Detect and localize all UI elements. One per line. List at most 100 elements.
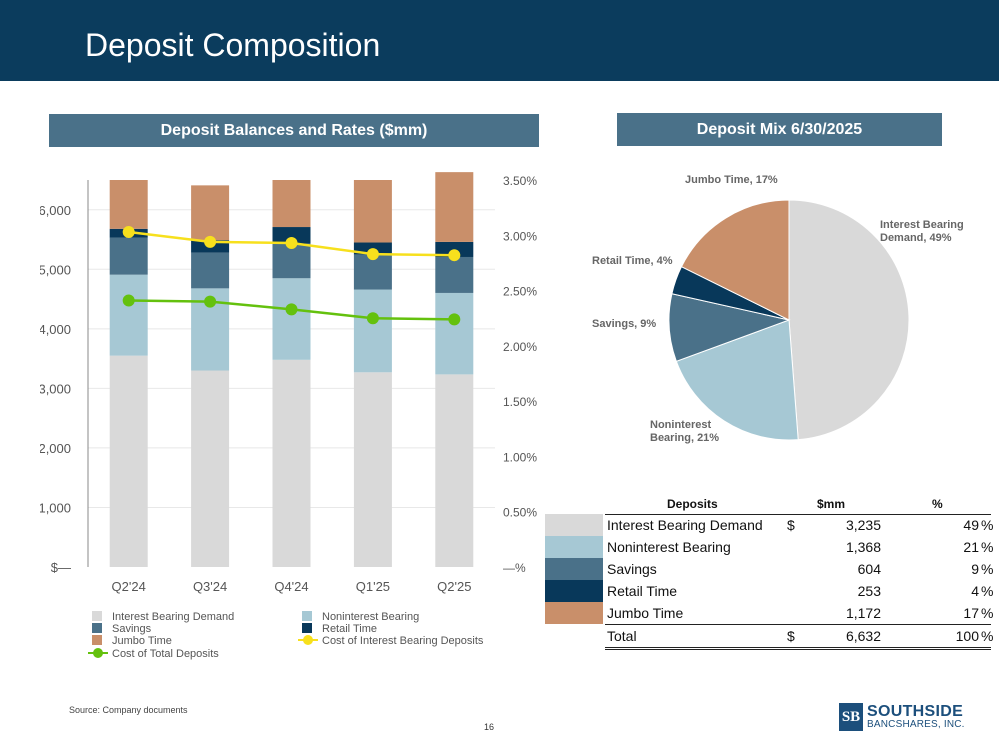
legend-item: Noninterest Bearing [302, 611, 419, 623]
row-value: 3,235 [845, 517, 881, 533]
row-percent-sign: % [981, 583, 994, 599]
point-cost_ib [285, 237, 298, 250]
row-percent-sign: % [981, 605, 994, 621]
bar-jumbo_time [272, 180, 311, 228]
legend-item: Savings [92, 623, 152, 635]
point-cost_ib [204, 235, 217, 248]
y-left-tick-label: $3,000 [40, 381, 71, 396]
legend-swatch [302, 623, 312, 633]
legend-label: Interest Bearing Demand [112, 611, 234, 623]
bar-savings [353, 254, 392, 290]
legend-item: Retail Time [302, 623, 377, 635]
total-label: Total [607, 628, 637, 644]
row-value: 1,368 [845, 539, 881, 555]
row-percent: 49 [963, 517, 979, 533]
row-value: 604 [857, 561, 881, 577]
point-cost_total [204, 295, 217, 308]
pie-label: Jumbo Time, 17% [685, 174, 778, 186]
source-note: Source: Company documents [69, 705, 188, 715]
bar-interest_bearing_demand [109, 355, 148, 567]
bar-jumbo_time [353, 180, 392, 243]
deposit-mix-section-title: Deposit Mix 6/30/2025 [617, 113, 942, 146]
y-right-tick-label: 3.00% [503, 229, 537, 243]
row-swatch [545, 514, 603, 536]
table-row: Noninterest Bearing 1,368 21% [545, 536, 993, 558]
table-row: Savings 604 9% [545, 558, 993, 580]
bar-interest_bearing_demand [272, 359, 311, 567]
point-cost_total [285, 303, 298, 316]
point-cost_total [122, 294, 135, 307]
x-tick-label: Q1'25 [356, 579, 390, 594]
logo-subtitle: BANCSHARES, INC. [867, 719, 965, 730]
pie-slice-jumbo_time [680, 199, 790, 321]
x-tick-label: Q4'24 [274, 579, 308, 594]
table-row: Jumbo Time 1,172 17% [545, 602, 993, 624]
bar-retail_time [272, 227, 311, 244]
table-header-rule [605, 514, 991, 515]
pie-slice-noninterest_bearing [675, 319, 799, 441]
bar-savings [272, 243, 311, 279]
y-right-tick-label: 1.00% [503, 450, 537, 464]
point-cost_ib [366, 248, 379, 261]
bar-noninterest_bearing [109, 274, 148, 356]
row-label: Retail Time [607, 583, 678, 599]
legend-swatch [302, 611, 312, 621]
bar-noninterest_bearing [435, 292, 474, 375]
legend-label: Cost of Interest Bearing Deposits [322, 635, 484, 647]
row-percent: 17 [963, 605, 979, 621]
legend-label: Jumbo Time [112, 635, 172, 647]
row-percent: 21 [963, 539, 979, 555]
deposit-balances-chart: $— $1,000 $2,000 $3,000 $4,000 $5,000 $6,000 —%… [40, 172, 537, 660]
legend-label: Savings [112, 623, 152, 635]
y-right-tick-label: 0.50% [503, 506, 537, 520]
point-cost_ib [122, 225, 135, 238]
legend-label: Retail Time [322, 623, 377, 635]
bar-savings [435, 256, 474, 293]
total-percent: 100 [955, 628, 979, 644]
bar-interest_bearing_demand [191, 370, 230, 567]
row-percent: 4 [971, 583, 979, 599]
point-cost_total [366, 312, 379, 325]
row-value: 253 [857, 583, 881, 599]
slide-header: Deposit Composition [0, 0, 999, 81]
y-right-tick-label: 2.00% [503, 340, 537, 354]
legend-label: Cost of Total Deposits [112, 648, 219, 660]
row-swatch [545, 602, 603, 624]
legend-item: Cost of Total Deposits [88, 648, 219, 660]
legend-label: Noninterest Bearing [322, 611, 419, 623]
y-right-tick-label: 1.50% [503, 395, 537, 409]
bar-savings [191, 252, 230, 289]
row-percent-sign: % [981, 539, 994, 555]
total-percent-sign: % [981, 628, 994, 644]
company-logo: SB SOUTHSIDE BANCSHARES, INC. [839, 703, 979, 731]
pie-label: Interest Bearing Demand, 49% [880, 219, 964, 244]
legend-marker [93, 648, 103, 658]
y-left-tick-label: $5,000 [40, 262, 71, 277]
pie-slice-interest_bearing_demand [788, 199, 910, 441]
row-percent: 9 [971, 561, 979, 577]
page-title: Deposit Composition [85, 27, 381, 63]
deposit-balances-section-title: Deposit Balances and Rates ($mm) [49, 114, 539, 147]
row-swatch [545, 536, 603, 558]
table-bottom-rule-2 [605, 649, 991, 650]
bar-savings [109, 237, 148, 275]
col-header-pct: % [932, 497, 943, 511]
row-label: Savings [607, 561, 657, 577]
y-right-tick-label: 2.50% [503, 285, 537, 299]
legend-swatch [92, 623, 102, 633]
y-left-tick-label: $— [51, 560, 71, 575]
y-left-tick-label: $6,000 [40, 203, 71, 218]
table-row: Interest Bearing Demand $3,235 49% [545, 514, 993, 536]
legend-marker [303, 635, 313, 645]
pie-label: Noninterest Bearing, 21% [650, 419, 719, 444]
row-label: Interest Bearing Demand [607, 517, 763, 533]
legend-swatch [92, 635, 102, 645]
bar-interest_bearing_demand [435, 374, 474, 567]
total-value: 6,632 [845, 628, 881, 644]
bar-noninterest_bearing [272, 278, 311, 360]
bar-jumbo_time [191, 185, 230, 241]
x-tick-label: Q2'25 [437, 579, 471, 594]
x-tick-label: Q3'24 [193, 579, 227, 594]
col-header-mm: $mm [817, 497, 846, 511]
y-right-tick-label: 3.50% [503, 174, 537, 188]
